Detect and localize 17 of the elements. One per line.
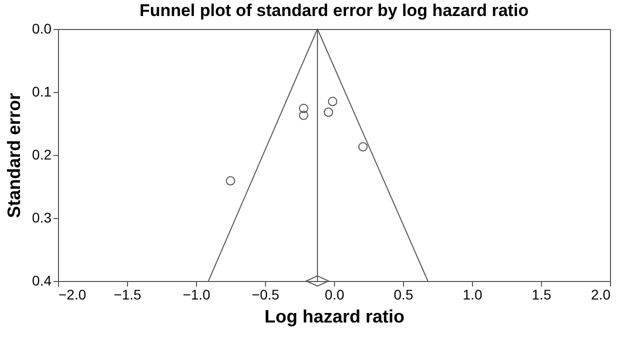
x-tick-label: 1.0 [462,286,482,302]
x-tick-label: 0.0 [324,286,344,302]
y-tick-label: 0.2 [32,146,52,162]
y-tick-label: 0.1 [32,84,52,100]
x-tick-label: −0.5 [252,286,280,302]
x-tick-label: 2.0 [591,286,611,302]
y-tick-label: 0.0 [32,20,52,36]
x-tick-label: −1.0 [182,286,211,302]
x-tick-label: −1.5 [114,286,142,302]
x-tick-label: 1.5 [532,286,552,302]
x-tick-label: 0.5 [394,286,414,302]
chart-title: Funnel plot of standard error by log hazard ratio [139,1,529,20]
x-tick-label: −2.0 [58,286,86,302]
y-axis-title: Standard error [4,92,24,218]
y-tick-label: 0.3 [32,210,52,226]
x-axis-title: Log hazard ratio [264,306,405,326]
y-tick-label: 0.4 [32,272,52,288]
